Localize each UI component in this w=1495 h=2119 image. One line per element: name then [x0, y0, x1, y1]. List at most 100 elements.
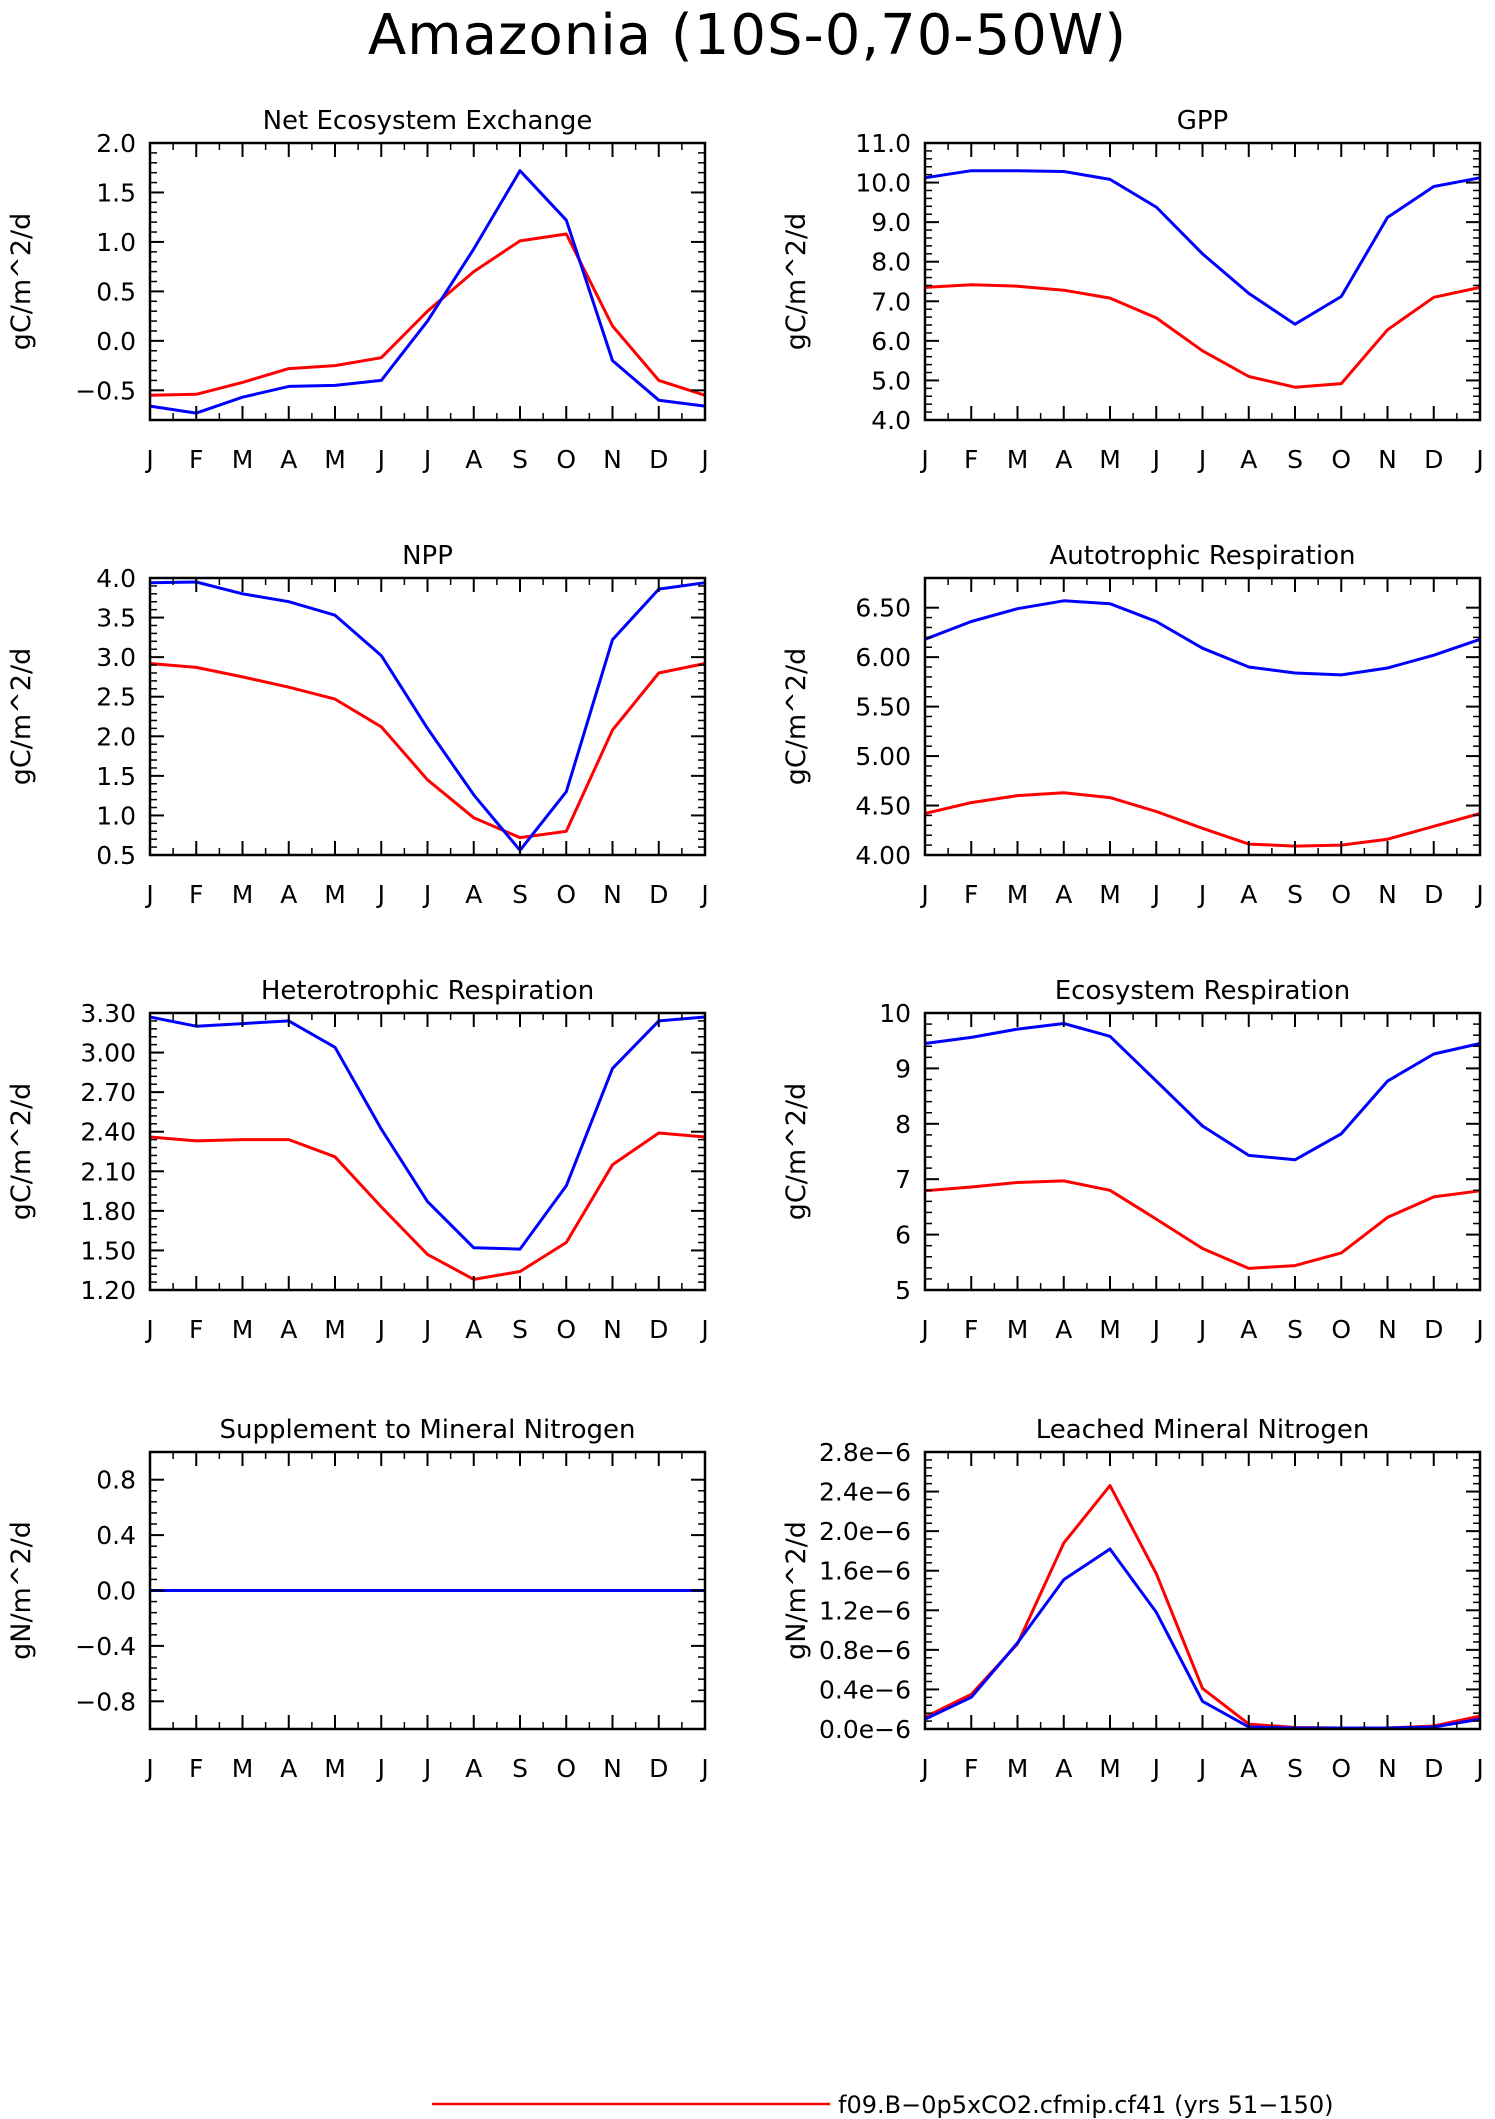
x-tick-label: J [1474, 445, 1483, 474]
y-tick-label: 1.50 [80, 1236, 136, 1265]
y-tick-label: 2.5 [96, 683, 136, 712]
series-line-blue [149, 169, 706, 415]
y-tick-label: 2.10 [80, 1157, 136, 1186]
x-tick-label: A [1240, 1315, 1257, 1344]
y-tick-label: 3.0 [96, 643, 136, 672]
x-tick-label: J [1474, 880, 1483, 909]
plot-frame [923, 576, 1482, 857]
x-tick-label: J [1197, 1315, 1206, 1344]
x-tick-label: O [556, 1315, 576, 1344]
x-tick-label: J [1151, 880, 1160, 909]
chart-title: GPP [1177, 106, 1229, 136]
x-tick-label: J [1151, 1315, 1160, 1344]
x-tick-label: S [1287, 1754, 1303, 1783]
x-tick-label: N [1378, 1315, 1397, 1344]
x-tick-label: S [512, 1315, 528, 1344]
y-tick-label: 1.5 [96, 178, 136, 207]
chart-panel: J F M A M J J A S O N D J4.004.505.005.506.006.50Aut… [781, 541, 1484, 909]
y-axis-label: gC/m^2/d [781, 1083, 812, 1220]
y-tick-label: 0.4e−6 [819, 1675, 911, 1704]
x-tick-label: M [232, 880, 254, 909]
x-tick-label: M [232, 1754, 254, 1783]
x-tick-label: A [465, 445, 482, 474]
series-line-red [924, 1484, 1481, 1730]
series-line-red [924, 791, 1481, 848]
y-axis-label: gN/m^2/d [781, 1521, 812, 1660]
x-tick-label: J [144, 880, 153, 909]
legend-label: f09.B−0p5xCO2.cfmip.cf41 (yrs 51−150) [838, 2091, 1333, 2119]
x-tick-label: D [1424, 1754, 1443, 1783]
y-tick-label: 6 [895, 1221, 911, 1250]
x-tick-label: J [699, 1315, 708, 1344]
x-tick-label: M [1099, 1315, 1121, 1344]
chart-panel: J F M A M J J A S O N D J4.05.06.07.08.09.010.011.0G… [781, 106, 1484, 474]
series-line-blue [149, 580, 706, 852]
plot-frame [148, 141, 707, 422]
y-tick-label: 2.0e−6 [819, 1517, 911, 1546]
y-tick-label: 9.0 [871, 208, 911, 237]
y-tick-label: 5.50 [855, 693, 911, 722]
series-line-red [149, 1131, 706, 1281]
x-tick-label: J [919, 1315, 928, 1344]
x-tick-label: M [324, 445, 346, 474]
y-tick-label: 3.5 [96, 604, 136, 633]
x-tick-label: J [699, 445, 708, 474]
y-tick-label: 0.4 [96, 1521, 136, 1550]
x-tick-label: J [1197, 1754, 1206, 1783]
y-tick-label: 5.00 [855, 742, 911, 771]
y-tick-label: 1.6e−6 [819, 1557, 911, 1586]
x-tick-label: M [1007, 1754, 1029, 1783]
plot-frame [923, 141, 1482, 422]
x-tick-label: M [1099, 880, 1121, 909]
y-tick-label: 4.0 [96, 564, 136, 593]
y-tick-label: 5 [895, 1276, 911, 1305]
chart-title: Heterotrophic Respiration [261, 976, 594, 1006]
series-line-blue [924, 169, 1481, 326]
x-tick-label: J [376, 1315, 385, 1344]
x-tick-label: M [324, 1754, 346, 1783]
x-tick-label: J [1474, 1754, 1483, 1783]
y-tick-label: 2.8e−6 [819, 1438, 911, 1467]
y-axis-label: gC/m^2/d [781, 648, 812, 785]
x-tick-label: D [1424, 1315, 1443, 1344]
x-tick-label: N [603, 1754, 622, 1783]
chart-title: Net Ecosystem Exchange [263, 106, 593, 136]
x-tick-label: F [964, 1315, 978, 1344]
y-tick-label: 7.0 [871, 287, 911, 316]
x-tick-label: M [232, 445, 254, 474]
y-axis-label: gN/m^2/d [6, 1521, 37, 1660]
y-tick-label: 3.00 [80, 1039, 136, 1068]
y-tick-label: 0.5 [96, 841, 136, 870]
y-tick-label: 2.4e−6 [819, 1478, 911, 1507]
x-tick-label: D [649, 1754, 668, 1783]
y-tick-label: 1.80 [80, 1197, 136, 1226]
x-tick-label: J [144, 445, 153, 474]
chart-title: NPP [402, 541, 453, 571]
x-tick-label: M [1099, 445, 1121, 474]
chart-title: Autotrophic Respiration [1050, 541, 1356, 571]
y-tick-label: 3.30 [80, 999, 136, 1028]
y-tick-label: −0.5 [75, 376, 136, 405]
x-tick-label: O [556, 445, 576, 474]
y-tick-label: −0.4 [75, 1632, 136, 1661]
x-tick-label: F [964, 445, 978, 474]
series-line-blue [149, 1015, 706, 1251]
y-tick-label: 1.5 [96, 762, 136, 791]
y-tick-label: 0.5 [96, 277, 136, 306]
x-tick-label: F [964, 1754, 978, 1783]
x-tick-label: J [376, 1754, 385, 1783]
x-tick-label: F [189, 1754, 203, 1783]
x-tick-label: N [1378, 445, 1397, 474]
y-tick-label: 2.70 [80, 1078, 136, 1107]
y-tick-label: 6.0 [871, 327, 911, 356]
x-tick-label: D [649, 1315, 668, 1344]
page-title: Amazonia (10S-0,70-50W) [367, 3, 1128, 68]
y-tick-label: 10 [879, 999, 911, 1028]
series-line-red [149, 232, 706, 397]
x-tick-label: F [189, 445, 203, 474]
y-tick-label: 1.20 [80, 1276, 136, 1305]
series-line-red [149, 662, 706, 840]
